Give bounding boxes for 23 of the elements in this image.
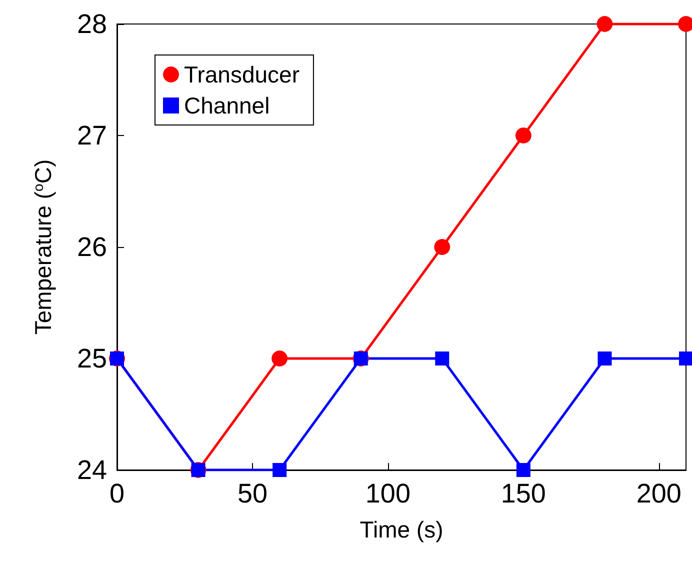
x-tick-label: 0	[109, 478, 125, 508]
x-tick-label: 150	[500, 478, 546, 508]
point	[435, 352, 450, 366]
y-tick-label: 28	[76, 9, 107, 39]
point	[515, 128, 532, 144]
legend-label: Transducer	[184, 62, 300, 88]
point	[272, 463, 287, 477]
point	[679, 352, 692, 366]
point	[598, 352, 612, 366]
x-tick-label: 100	[365, 478, 410, 508]
x-axis-title: Time (s)	[360, 516, 444, 542]
point	[516, 463, 530, 477]
point	[434, 239, 450, 255]
y-tick-label: 25	[76, 344, 107, 374]
y-tick-label: 27	[76, 120, 107, 150]
x-tick-label: 200	[636, 478, 682, 508]
legend-label: Channel	[184, 92, 270, 118]
point	[272, 350, 288, 366]
y-tick-label: 26	[76, 232, 107, 262]
y-axis-title: Temperature (oC)	[30, 159, 56, 335]
point	[596, 16, 613, 32]
y-tick-label: 24	[76, 455, 107, 485]
x-tick-label: 50	[237, 478, 268, 508]
